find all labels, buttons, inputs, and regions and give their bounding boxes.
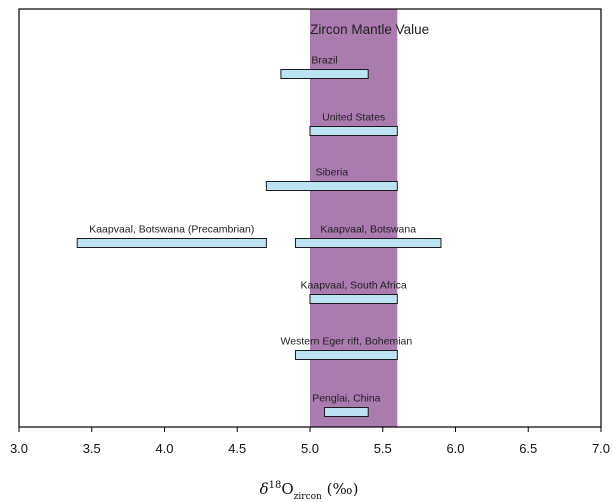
range-bar: [294, 238, 442, 248]
bar-label: Western Eger rift, Bohemian: [281, 336, 413, 348]
x-tick-label: 3.5: [83, 441, 101, 456]
x-tick-label: 6.0: [446, 441, 464, 456]
range-bar: [309, 294, 398, 304]
bar-label: Brazil: [311, 55, 337, 67]
range-bar: [324, 407, 369, 417]
range-bar: [76, 238, 267, 248]
band-title: Zircon Mantle Value: [310, 22, 429, 37]
x-tick-label: 3.0: [10, 441, 28, 456]
x-axis-title-delta: δ: [260, 480, 269, 498]
x-axis-title-sub: zircon: [294, 492, 322, 502]
x-axis-ticks: 3.0 3.5 4.0 4.5 5.0 5.5 6.0 6.5 7.0: [10, 427, 610, 456]
bars-layer: Brazil United States Siberia Kaapvaal, Bots…: [76, 55, 442, 417]
bar-label: United States: [322, 112, 385, 124]
bar-label: Siberia: [315, 167, 348, 179]
x-tick-label: 5.0: [301, 441, 319, 456]
range-bar: [280, 69, 369, 79]
x-tick-label: 4.5: [228, 441, 246, 456]
bar-label: Kaapvaal, Botswana: [320, 224, 416, 236]
bar-label: Kaapvaal, South Africa: [301, 280, 407, 292]
x-axis-title-element: O: [281, 480, 293, 498]
bar-label: Kaapvaal, Botswana (Precambrian): [89, 224, 254, 236]
range-bar: [309, 126, 398, 136]
x-axis-title: δ18Ozircon (‰): [260, 480, 359, 502]
x-tick-label: 6.5: [519, 441, 537, 456]
range-bar: [265, 181, 398, 191]
bar-label: Penglai, China: [312, 393, 380, 405]
x-tick-label: 7.0: [592, 441, 610, 456]
x-axis-title-sup: 18: [269, 480, 282, 491]
x-tick-label: 4.0: [155, 441, 173, 456]
range-bar: [294, 350, 398, 360]
x-axis-title-unit: (‰): [322, 480, 359, 498]
x-tick-label: 5.5: [374, 441, 392, 456]
